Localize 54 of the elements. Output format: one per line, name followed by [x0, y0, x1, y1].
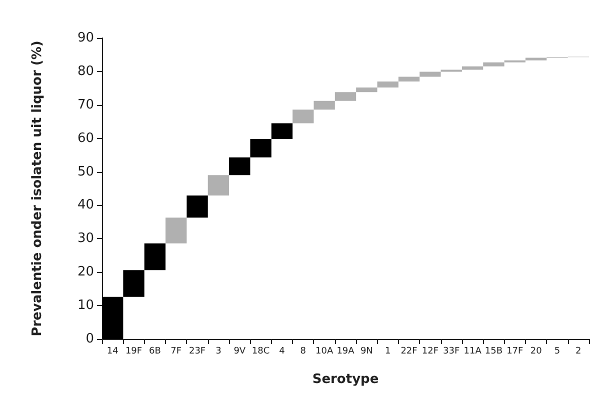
x-tick-label: 3	[216, 346, 222, 356]
bar	[292, 110, 314, 124]
bar	[462, 66, 484, 70]
x-tick-label: 10A	[316, 346, 334, 356]
x-tick-label: 18C	[252, 346, 270, 356]
x-tick-label: 17F	[506, 346, 524, 356]
y-tick-label: 10	[77, 298, 94, 314]
bar	[144, 243, 166, 270]
bar	[123, 270, 144, 297]
bar	[314, 100, 335, 110]
x-tick-label: 14	[106, 346, 119, 356]
bar	[208, 175, 230, 196]
x-tick-label: 12F	[422, 346, 439, 356]
x-tick-label: 33F	[443, 346, 460, 356]
bar	[250, 139, 272, 158]
x-tick-label: 5	[554, 346, 560, 356]
x-tick-label: 23F	[188, 346, 206, 356]
bar	[166, 218, 187, 244]
x-tick-label: 7F	[170, 346, 182, 356]
y-tick-label: 40	[77, 198, 94, 213]
bar	[271, 123, 293, 139]
bar	[398, 76, 420, 82]
y-tick-label: 50	[77, 164, 94, 180]
y-tick-label: 30	[77, 231, 94, 246]
bar	[356, 88, 378, 92]
bar	[483, 62, 504, 66]
x-tick-label: 1	[384, 346, 391, 356]
y-tick-label: 0	[86, 332, 94, 346]
bar	[334, 92, 356, 101]
y-tick-label: 70	[77, 97, 94, 112]
bar	[420, 72, 441, 77]
y-axis-title: Prevalentie onder isolaten uit liquor (%)	[30, 40, 45, 336]
y-tick-label: 60	[77, 130, 94, 146]
bar	[186, 196, 208, 218]
x-tick-label: 6B	[148, 346, 161, 356]
x-tick-label: 15B	[484, 346, 503, 356]
bar	[229, 157, 250, 176]
x-tick-label: 9V	[234, 346, 246, 356]
y-tick-label: 80	[77, 64, 94, 79]
x-tick-label: 19F	[125, 346, 142, 356]
x-tick-label: 11A	[464, 346, 482, 356]
bar	[377, 81, 398, 88]
x-tick-label: 20	[530, 346, 542, 356]
x-tick-label: 9N	[360, 346, 373, 356]
bar	[102, 296, 124, 339]
x-tick-label: 8	[300, 346, 306, 356]
y-tick-label: 90	[77, 30, 94, 46]
bar	[525, 58, 547, 60]
y-tick-label: 20	[77, 264, 94, 280]
x-tick-label: 2	[576, 346, 582, 356]
x-tick-label: 22F	[400, 346, 418, 356]
x-axis-title: Serotype	[312, 372, 379, 387]
x-tick-label: 4	[279, 346, 286, 356]
x-tick-label: 19A	[336, 346, 356, 356]
